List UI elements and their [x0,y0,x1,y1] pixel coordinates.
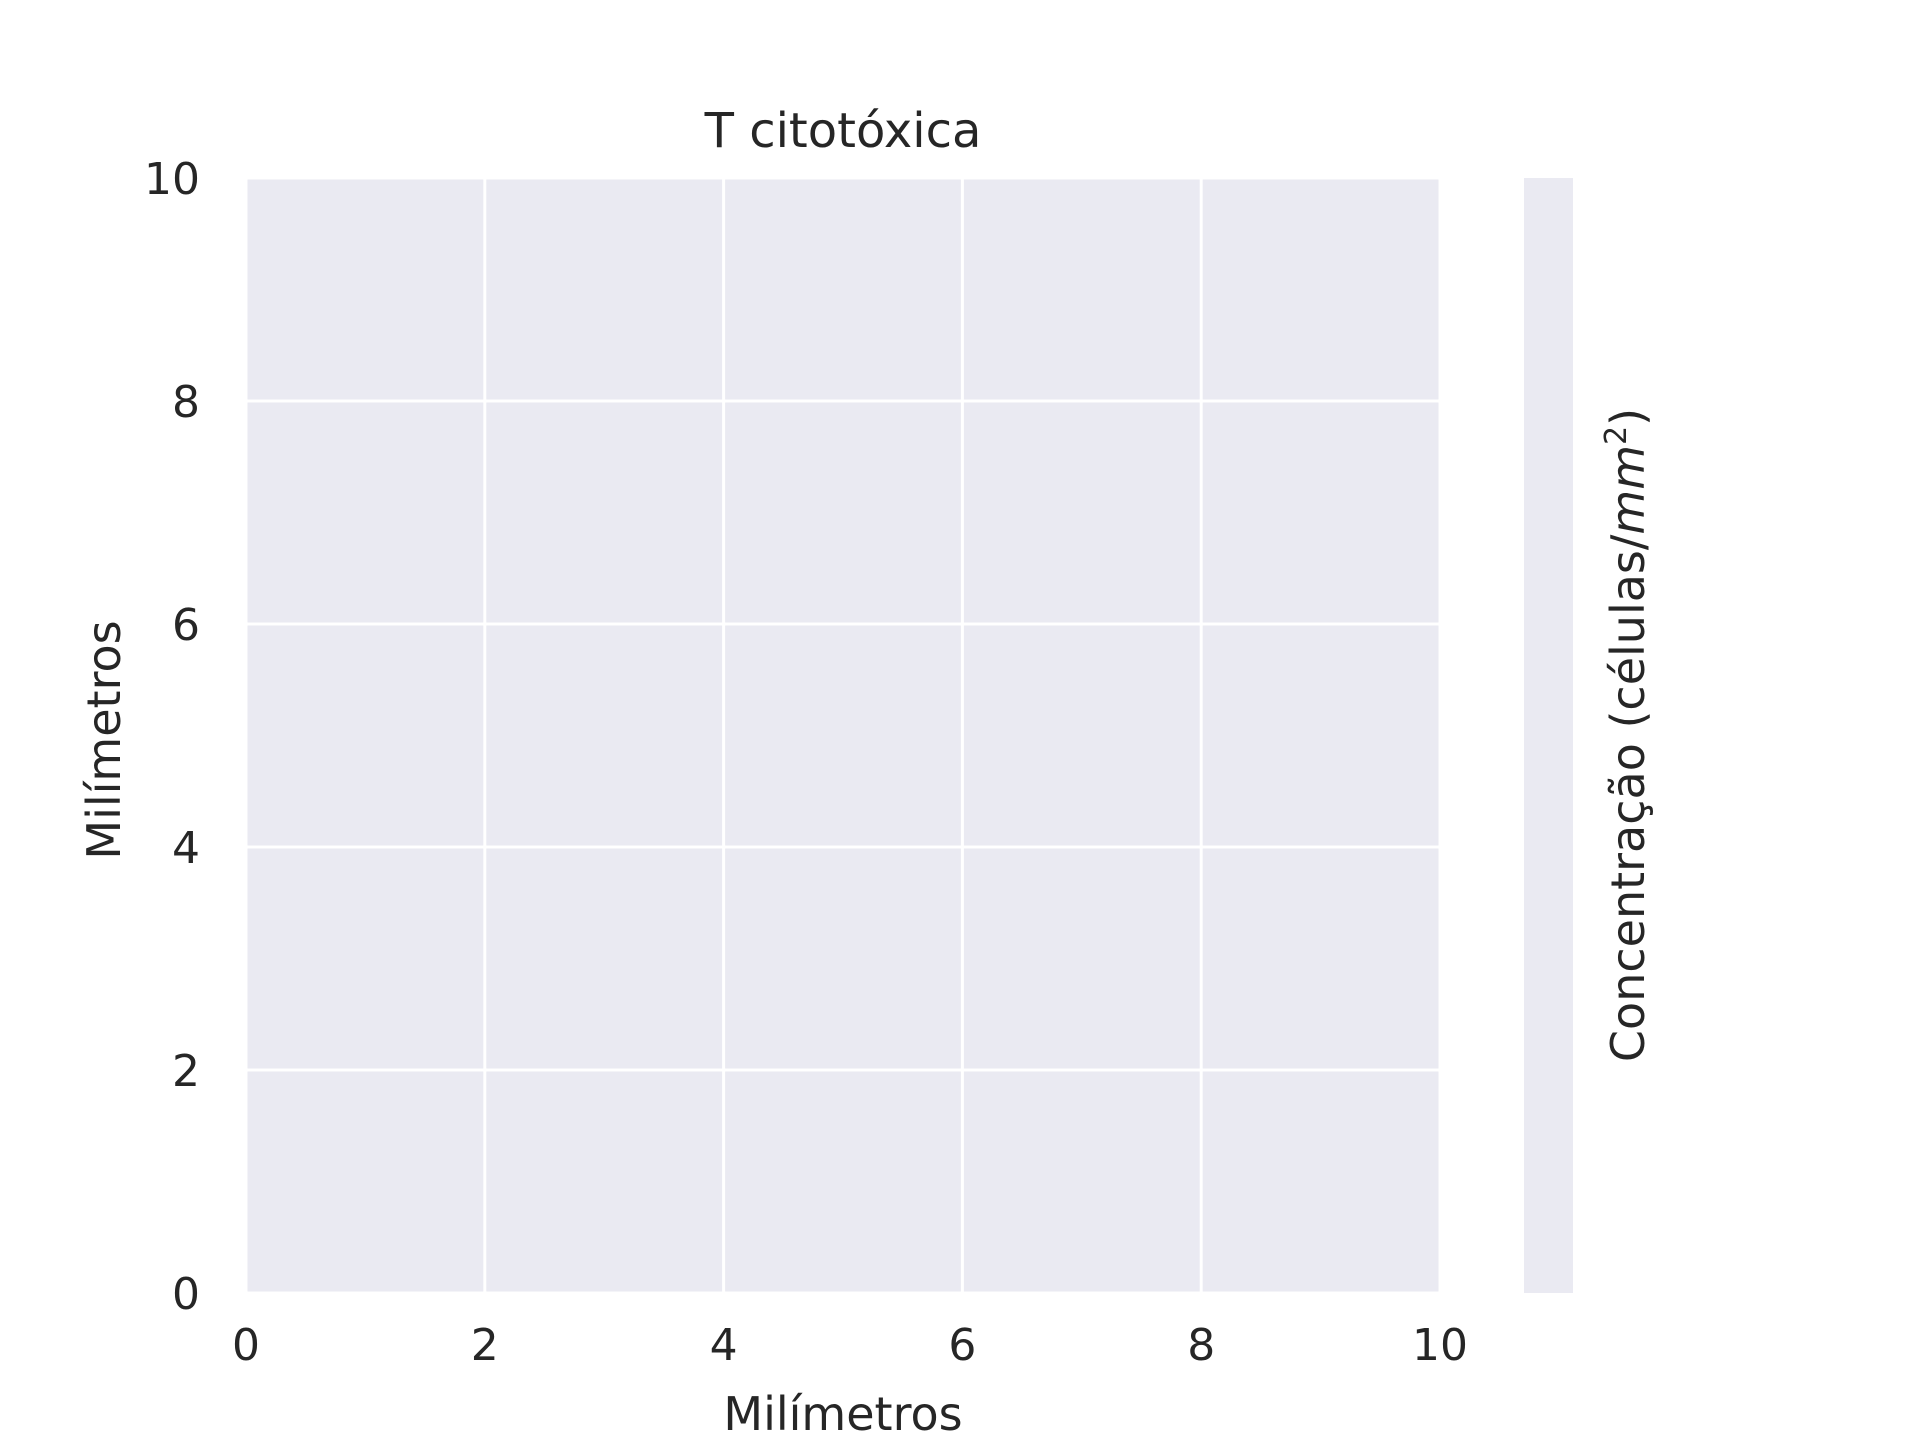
x-tick-label-8: 8 [1187,1320,1215,1371]
y-tick-label-6: 6 [172,600,200,651]
x-tick-label-6: 6 [948,1320,976,1371]
y-tick-label-10: 10 [144,154,200,205]
colorbar-label-unit: mm [1601,445,1655,535]
y-tick-label-4: 4 [172,823,200,874]
x-tick-label-2: 2 [471,1320,499,1371]
colorbar-label: Concentração (células/mm2) [1599,408,1655,1062]
colorbar-label-suffix: ) [1601,408,1655,426]
x-tick-label-0: 0 [232,1320,260,1371]
colorbar-label-exponent: 2 [1599,426,1634,445]
y-tick-label-2: 2 [172,1046,200,1097]
grid-lines [244,176,1442,1295]
y-tick-labels: 0 2 4 6 8 10 [144,154,200,1320]
y-tick-label-8: 8 [172,377,200,428]
y-tick-label-0: 0 [172,1269,200,1320]
x-axis-label: Milímetros [723,1387,962,1440]
colorbar-label-prefix: Concentração (células/ [1601,534,1655,1062]
colorbar [1524,178,1573,1293]
x-tick-labels: 0 2 4 6 8 10 [232,1320,1468,1371]
y-axis-label: Milímetros [77,620,131,859]
x-tick-label-10: 10 [1412,1320,1468,1371]
x-tick-label-4: 4 [710,1320,738,1371]
plot-area [246,178,1440,1293]
chart-title: T citotóxica [704,103,982,159]
